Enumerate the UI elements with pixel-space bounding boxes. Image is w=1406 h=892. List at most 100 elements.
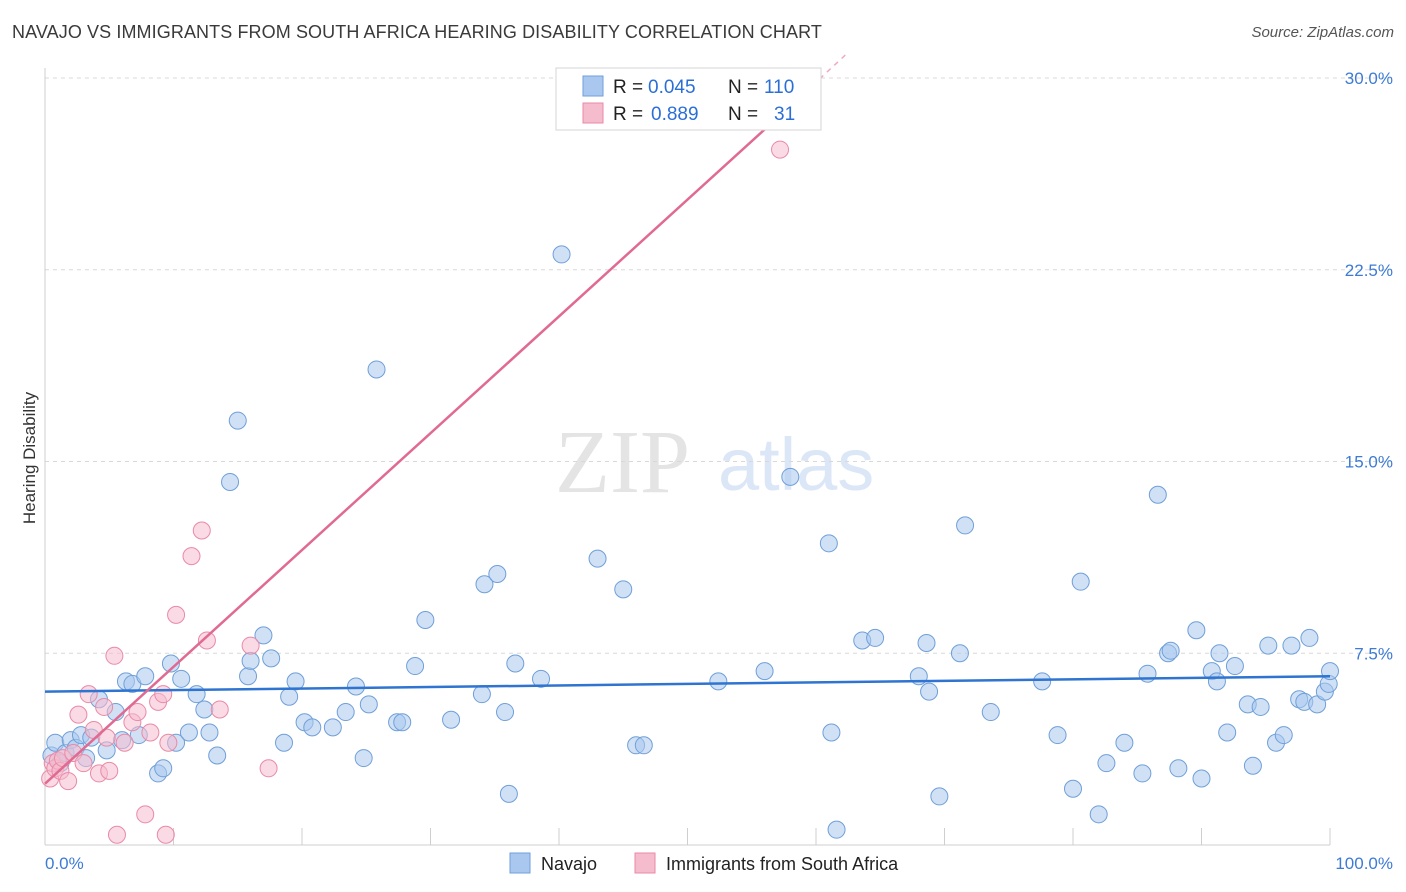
navajo-point	[866, 628, 885, 647]
navajo-point	[336, 703, 355, 722]
navajo-point	[1115, 733, 1134, 752]
south-africa-trend-line	[44, 105, 792, 785]
navajo-point	[346, 677, 365, 696]
navajo-point	[488, 564, 507, 583]
navajo-point	[208, 746, 227, 765]
navajo-point	[588, 549, 607, 568]
navajo-point	[1210, 644, 1229, 663]
y-tick-labels: 7.5% 15.0% 22.5% 30.0%	[1345, 69, 1393, 663]
navajo-point	[262, 649, 281, 668]
x-tick-label-min: 0.0%	[45, 854, 84, 873]
bottom-legend-swatch-navajo	[509, 852, 531, 874]
navajo-point	[920, 682, 939, 701]
navajo-point	[930, 787, 949, 806]
navajo-point	[406, 657, 425, 676]
south-africa-point	[136, 805, 155, 824]
series-navajo-points	[42, 245, 1339, 839]
navajo-point	[136, 667, 155, 686]
south-africa-point	[105, 646, 124, 665]
navajo-point	[187, 685, 206, 704]
bottom-legend-label-south-africa: Immigrants from South Africa	[666, 854, 899, 874]
navajo-point	[239, 667, 258, 686]
south-africa-point	[167, 605, 186, 624]
navajo-point	[1048, 726, 1067, 745]
south-africa-point	[59, 772, 78, 791]
navajo-point	[228, 411, 247, 430]
bottom-legend-swatch-south-africa	[634, 852, 656, 874]
south-africa-point	[192, 521, 211, 540]
navajo-point	[359, 695, 378, 714]
navajo-point	[981, 703, 1000, 722]
navajo-point	[917, 634, 936, 653]
navajo-point	[950, 644, 969, 663]
legend-n-label-1: N =	[728, 77, 758, 98]
navajo-point	[416, 611, 435, 630]
navajo-trend-line	[44, 675, 1331, 693]
y-tick-label: 7.5%	[1354, 644, 1393, 663]
navajo-point	[179, 723, 198, 742]
legend-r-value-2: 0.889	[651, 104, 699, 125]
navajo-point	[1259, 636, 1278, 655]
navajo-point	[1064, 779, 1082, 798]
navajo-point	[303, 718, 322, 737]
navajo-point	[280, 687, 299, 706]
navajo-point	[323, 718, 342, 737]
navajo-point	[827, 820, 846, 839]
south-africa-point	[95, 697, 114, 716]
navajo-point	[1033, 672, 1052, 691]
navajo-point	[1274, 726, 1293, 745]
navajo-point	[275, 733, 294, 752]
navajo-point	[367, 360, 386, 379]
navajo-point	[819, 534, 838, 553]
x-tick-marks	[44, 828, 1331, 845]
navajo-point	[506, 654, 525, 673]
legend-r-label-2: R =	[613, 104, 643, 125]
navajo-point	[354, 749, 373, 768]
navajo-point	[1097, 754, 1116, 773]
grid	[45, 77, 1392, 654]
source-credit: Source: ZipAtlas.com	[1251, 24, 1394, 41]
correlation-legend: R = 0.045 N = 110 R = 0.889 N = 31	[555, 67, 822, 131]
navajo-point	[1187, 621, 1206, 640]
series-legend: Navajo Immigrants from South Africa	[509, 852, 899, 874]
navajo-point	[195, 700, 214, 719]
navajo-point	[1300, 628, 1319, 647]
navajo-point	[781, 467, 800, 486]
y-tick-label: 30.0%	[1345, 69, 1393, 88]
navajo-point	[634, 736, 653, 755]
navajo-point	[1133, 764, 1152, 783]
south-africa-point	[69, 705, 88, 724]
navajo-point	[1251, 697, 1270, 716]
south-africa-point	[156, 825, 175, 844]
south-africa-point	[141, 723, 160, 742]
navajo-point	[1089, 805, 1108, 824]
legend-n-value-1: 110	[764, 77, 794, 98]
south-africa-point	[182, 547, 201, 566]
x-tick-label-max: 100.0%	[1335, 854, 1393, 873]
south-africa-point	[241, 636, 260, 655]
navajo-point	[1207, 672, 1226, 691]
navajo-point	[1243, 756, 1262, 775]
navajo-point	[1148, 485, 1167, 504]
navajo-point	[161, 654, 180, 673]
south-africa-point	[259, 759, 278, 778]
south-africa-point	[159, 733, 178, 752]
navajo-point	[221, 472, 240, 491]
watermark-zip: ZIP	[555, 413, 690, 512]
navajo-point	[241, 651, 260, 670]
navajo-point	[956, 516, 975, 535]
y-tick-label: 15.0%	[1345, 453, 1393, 472]
navajo-point	[822, 723, 841, 742]
navajo-point	[200, 723, 219, 742]
navajo-point	[254, 626, 273, 645]
legend-n-label-2: N =	[728, 104, 758, 125]
navajo-point	[1161, 641, 1180, 660]
navajo-point	[475, 575, 494, 594]
navajo-point	[552, 245, 571, 264]
navajo-point	[1225, 657, 1244, 676]
south-africa-point	[197, 631, 216, 650]
legend-r-value-1: 0.045	[648, 77, 696, 98]
navajo-point	[709, 672, 728, 691]
navajo-point	[1071, 572, 1090, 591]
